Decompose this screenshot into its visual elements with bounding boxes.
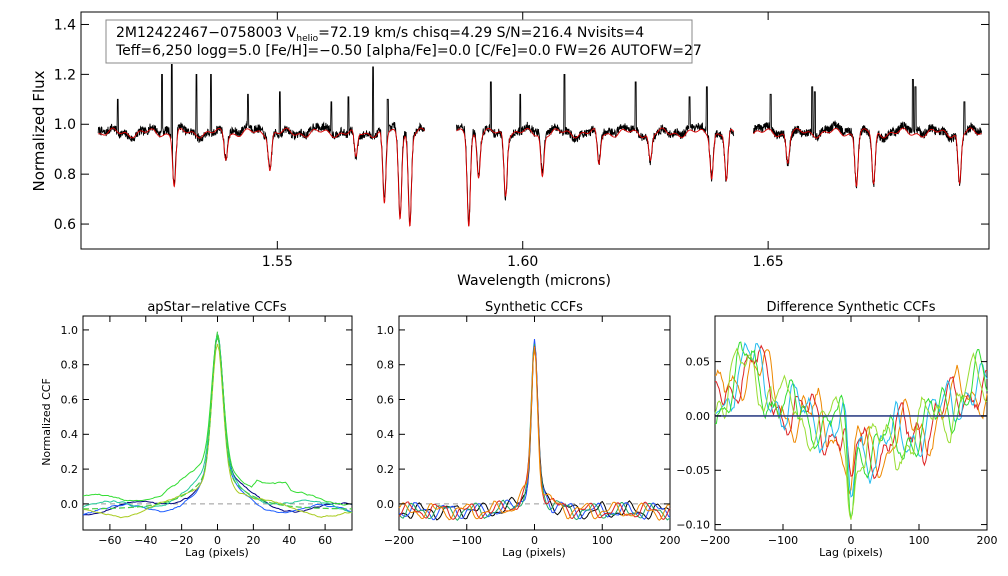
observed-spectrum-line bbox=[97, 63, 426, 225]
difference-ccf-line bbox=[714, 349, 988, 495]
spectrum-annotation-box bbox=[105, 19, 693, 64]
apstar-ccf-line bbox=[82, 334, 353, 506]
y-tick-label: 0.8 bbox=[377, 359, 395, 372]
spectrum-annotation-line1: 2M12422467−0758003 Vhelio=72.19 km/s chi… bbox=[116, 25, 644, 44]
x-tick-label: 0 bbox=[531, 534, 538, 547]
difference-ccf-line bbox=[714, 342, 988, 498]
y-tick-label: 1.0 bbox=[377, 324, 395, 337]
x-tick-label: −100 bbox=[768, 534, 798, 547]
model-spectrum-line bbox=[456, 127, 735, 227]
y-tick-label: 0.4 bbox=[377, 428, 395, 441]
synthetic-ccf-series bbox=[398, 339, 671, 522]
apstar-ccf-combined-line bbox=[83, 331, 352, 510]
y-tick-label: 1.0 bbox=[54, 117, 76, 133]
x-tick-label: −40 bbox=[134, 534, 157, 547]
difference-ccf-title: Difference Synthetic CCFs bbox=[766, 300, 935, 315]
x-tick-label: 60 bbox=[318, 534, 332, 547]
y-tick-label: −0.05 bbox=[676, 464, 710, 477]
x-tick-label: −100 bbox=[452, 534, 482, 547]
apstar-ccf-line bbox=[82, 343, 353, 519]
apstar-ccf-ylabel: Normalized CCF bbox=[40, 378, 53, 466]
spectrum-series bbox=[97, 63, 983, 227]
observed-spectrum-line bbox=[456, 73, 735, 226]
y-tick-label: 0.6 bbox=[61, 393, 79, 406]
y-tick-label: 0.6 bbox=[54, 217, 76, 233]
synthetic-ccf-title: Synthetic CCFs bbox=[485, 300, 583, 315]
x-tick-label: 200 bbox=[977, 534, 998, 547]
difference-ccf-ticks: −200 −100 0 100 200 −0.10 −0.05 0.00 0.05 bbox=[676, 316, 998, 547]
synthetic-ccf-line bbox=[398, 344, 671, 521]
y-tick-label: 0.8 bbox=[61, 359, 79, 372]
difference-ccf-frame bbox=[714, 315, 988, 531]
x-tick-label: 1.65 bbox=[753, 254, 784, 270]
y-tick-label: 0.4 bbox=[61, 428, 79, 441]
spectrum-ylabel: Normalized Flux bbox=[30, 70, 48, 191]
difference-ccf-line bbox=[714, 344, 988, 480]
x-tick-label: 1.55 bbox=[262, 254, 293, 270]
y-tick-label: 0.00 bbox=[686, 410, 711, 423]
x-tick-label: 100 bbox=[909, 534, 930, 547]
y-tick-label: 0.05 bbox=[686, 355, 711, 368]
x-tick-label: 1.60 bbox=[507, 254, 538, 270]
synthetic-ccf-panel: Synthetic CCFs −200 −100 0 100 200 0.0 0.2 0.4 0… bbox=[377, 300, 681, 559]
spectrum-ticks: 1.55 1.60 1.65 0.6 0.8 1.0 1.2 1.4 bbox=[54, 12, 989, 270]
y-tick-label: 0.0 bbox=[377, 498, 395, 511]
synthetic-ccf-line bbox=[399, 339, 671, 521]
apstar-ccf-title: apStar−relative CCFs bbox=[147, 300, 287, 315]
y-tick-label: 0.0 bbox=[61, 498, 79, 511]
apstar-ccf-frame bbox=[82, 315, 353, 531]
y-tick-label: 1.4 bbox=[54, 17, 76, 33]
x-tick-label: −200 bbox=[384, 534, 414, 547]
apstar-ccf-line bbox=[83, 336, 353, 516]
difference-ccf-line bbox=[714, 347, 988, 520]
spectrum-annotation-line2: Teff=6,250 logg=5.0 [Fe/H]=−0.50 [alpha/… bbox=[115, 43, 702, 59]
spectrum-frame bbox=[80, 11, 990, 250]
x-tick-label: 40 bbox=[282, 534, 296, 547]
synthetic-ccf-xlabel: Lag (pixels) bbox=[502, 546, 566, 559]
y-tick-label: 0.2 bbox=[61, 463, 79, 476]
model-spectrum-line bbox=[98, 127, 425, 227]
spectrum-panel: 1.55 1.60 1.65 0.6 0.8 1.0 1.2 1.4 2M12422467−0… bbox=[30, 11, 990, 289]
spectrum-xlabel: Wavelength (microns) bbox=[457, 273, 611, 289]
apstar-ccf-ticks: −60 −40 −20 0 20 40 60 0.0 0.2 0.4 0.6 0.8 1.0 bbox=[61, 316, 352, 547]
apstar-ccf-series bbox=[82, 331, 353, 519]
synthetic-ccf-ticks: −200 −100 0 100 200 0.0 0.2 0.4 0.6 0.8 1.0 bbox=[377, 316, 681, 547]
difference-ccf-panel: Difference Synthetic CCFs −200 −100 0 100 20… bbox=[676, 300, 997, 559]
y-tick-label: 0.8 bbox=[54, 167, 76, 183]
apstar-ccf-line bbox=[82, 334, 353, 516]
apstar-ccf-panel: apStar−relative CCFs −60 −40 −20 0 20 40 60 0.0… bbox=[40, 300, 353, 559]
x-tick-label: −200 bbox=[700, 534, 730, 547]
y-tick-label: 0.6 bbox=[377, 393, 395, 406]
synthetic-ccf-line bbox=[398, 343, 670, 522]
x-tick-label: 20 bbox=[246, 534, 260, 547]
x-tick-label: −60 bbox=[98, 534, 121, 547]
x-tick-label: 0 bbox=[848, 534, 855, 547]
synthetic-ccf-line bbox=[398, 345, 671, 520]
x-tick-label: 100 bbox=[592, 534, 613, 547]
y-tick-label: 1.2 bbox=[54, 67, 76, 83]
apstar-ccf-line bbox=[82, 333, 353, 514]
difference-ccf-xlabel: Lag (pixels) bbox=[819, 546, 883, 559]
y-tick-label: −0.10 bbox=[676, 518, 710, 531]
model-spectrum-line bbox=[753, 127, 982, 188]
synthetic-ccf-line bbox=[398, 346, 671, 521]
x-tick-label: −20 bbox=[170, 534, 193, 547]
y-tick-label: 0.2 bbox=[377, 463, 395, 476]
x-tick-label: 200 bbox=[660, 534, 681, 547]
x-tick-label: 0 bbox=[214, 534, 221, 547]
apstar-ccf-xlabel: Lag (pixels) bbox=[185, 546, 249, 559]
difference-ccf-series bbox=[714, 341, 988, 520]
y-tick-label: 1.0 bbox=[61, 324, 79, 337]
